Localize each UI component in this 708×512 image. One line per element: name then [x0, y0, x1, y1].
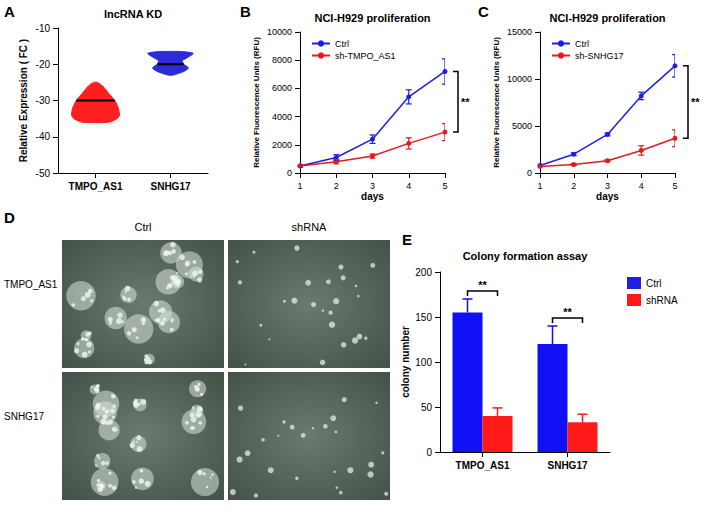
svg-text:Relative Expression ( FC ): Relative Expression ( FC ) [18, 39, 29, 162]
svg-text:NCI-H929 proliferation: NCI-H929 proliferation [314, 12, 430, 24]
svg-text:Ctrl: Ctrl [134, 221, 151, 233]
svg-text:D: D [4, 209, 15, 226]
svg-text:-30: -30 [36, 95, 51, 106]
svg-text:Ctrl: Ctrl [335, 39, 349, 49]
svg-text:50: 50 [421, 402, 433, 413]
svg-text:4: 4 [639, 181, 644, 191]
svg-text:TMPO_AS1: TMPO_AS1 [69, 181, 123, 192]
svg-text:TMPO_AS1: TMPO_AS1 [4, 279, 58, 290]
svg-text:8000: 8000 [272, 55, 292, 65]
svg-text:3: 3 [605, 181, 610, 191]
svg-text:E: E [402, 231, 412, 248]
svg-text:**: ** [478, 279, 487, 291]
svg-text:colony number: colony number [400, 326, 411, 398]
svg-text:200: 200 [415, 267, 432, 278]
svg-text:B: B [240, 3, 251, 20]
svg-text:5: 5 [442, 181, 447, 191]
svg-text:1: 1 [537, 181, 542, 191]
svg-text:TMPO_AS1: TMPO_AS1 [456, 460, 510, 471]
svg-text:10000: 10000 [507, 74, 532, 84]
svg-text:0: 0 [527, 168, 532, 178]
svg-text:10000: 10000 [267, 27, 292, 37]
svg-text:Colony formation assay: Colony formation assay [463, 250, 589, 262]
svg-text:6000: 6000 [272, 83, 292, 93]
svg-text:2: 2 [334, 181, 339, 191]
svg-text:shRNA: shRNA [646, 295, 678, 306]
svg-text:5: 5 [672, 181, 677, 191]
svg-text:2000: 2000 [272, 140, 292, 150]
svg-text:1: 1 [297, 181, 302, 191]
svg-text:NCI-H929 proliferation: NCI-H929 proliferation [549, 12, 665, 24]
svg-text:sh-SNHG17: sh-SNHG17 [575, 51, 624, 61]
svg-text:0: 0 [287, 168, 292, 178]
svg-text:Relative Fluorescence Units (R: Relative Fluorescence Units (RFU) [252, 37, 261, 168]
svg-text:shRNA: shRNA [292, 221, 328, 233]
svg-text:Ctrl: Ctrl [646, 278, 662, 289]
svg-text:150: 150 [415, 312, 432, 323]
svg-text:SNHG17: SNHG17 [4, 411, 44, 422]
svg-text:sh-TMPO_AS1: sh-TMPO_AS1 [335, 51, 396, 61]
svg-text:100: 100 [415, 357, 432, 368]
svg-text:SNHG17: SNHG17 [547, 460, 587, 471]
svg-text:lncRNA KD: lncRNA KD [104, 8, 162, 20]
svg-text:days: days [361, 191, 384, 202]
svg-text:C: C [478, 3, 489, 20]
svg-text:4: 4 [406, 181, 411, 191]
svg-text:Relative Fluorescence Units (R: Relative Fluorescence Units (RFU) [492, 37, 501, 168]
svg-text:-20: -20 [36, 59, 51, 70]
svg-text:A: A [4, 3, 15, 20]
svg-text:**: ** [461, 96, 470, 108]
svg-text:15000: 15000 [507, 27, 532, 37]
svg-text:**: ** [691, 96, 700, 108]
svg-text:SNHG17: SNHG17 [150, 181, 190, 192]
svg-text:5000: 5000 [512, 121, 532, 131]
svg-text:days: days [596, 191, 619, 202]
svg-text:4000: 4000 [272, 112, 292, 122]
svg-text:0: 0 [426, 447, 432, 458]
svg-text:-10: -10 [36, 23, 51, 34]
svg-text:2: 2 [571, 181, 576, 191]
svg-text:**: ** [563, 306, 572, 318]
svg-text:Ctrl: Ctrl [575, 39, 589, 49]
svg-text:-40: -40 [36, 131, 51, 142]
svg-text:-50: -50 [36, 168, 51, 179]
svg-text:3: 3 [370, 181, 375, 191]
